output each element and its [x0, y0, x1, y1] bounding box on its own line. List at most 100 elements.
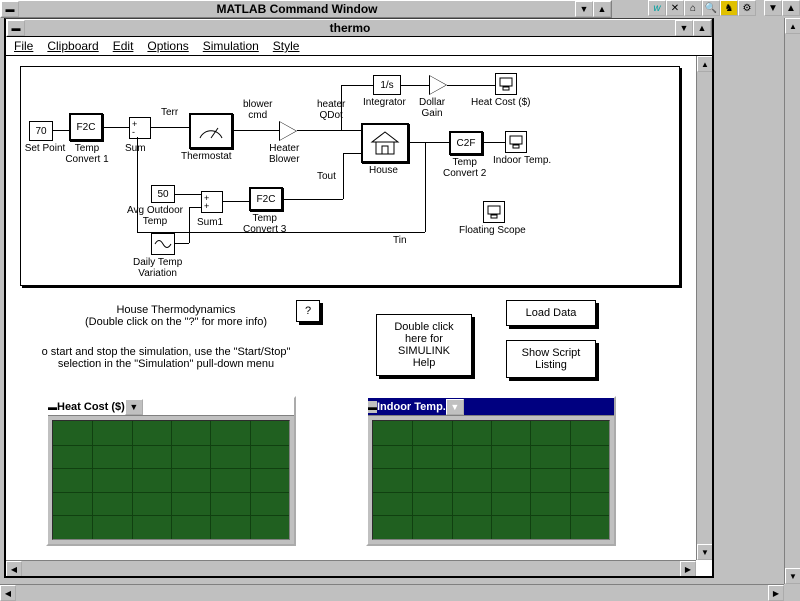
heat-cost-scope-plot — [52, 420, 290, 540]
scroll-down-icon[interactable]: ▼ — [785, 568, 800, 584]
scroll-up-icon[interactable]: ▲ — [785, 18, 800, 34]
scope-icon — [487, 205, 501, 219]
scroll-down-icon[interactable]: ▼ — [697, 544, 712, 560]
scroll-right-icon[interactable]: ▶ — [768, 585, 784, 601]
heat-cost-scope-title: Heat Cost ($) — [57, 401, 125, 413]
outer-scrollbar-vertical[interactable]: ▲ ▼ — [784, 18, 800, 584]
matlab-window-titlebar: MATLAB Command Window ▼ ▲ — [0, 0, 612, 18]
house-thermo-text: House Thermodynamics (Double click on th… — [46, 304, 306, 328]
menu-style[interactable]: Style — [273, 39, 300, 53]
sum1-block[interactable]: ++ — [201, 191, 223, 213]
thermo-maximize-button[interactable]: ▲ — [693, 20, 711, 36]
tout-label: Tout — [317, 171, 336, 182]
daily-temp-label: Daily Temp Variation — [133, 257, 182, 279]
heat-cost-sysmenu-icon[interactable] — [48, 401, 57, 413]
scroll-left-icon[interactable]: ◀ — [6, 561, 22, 576]
heat-cost-scope-titlebar: Heat Cost ($) ▼ — [48, 398, 294, 416]
scroll-left-icon[interactable]: ◀ — [0, 585, 16, 601]
floating-scope-label: Floating Scope — [459, 225, 526, 236]
terr-label: Terr — [161, 107, 178, 118]
indoor-temp-sysmenu-icon[interactable] — [368, 401, 377, 413]
house-label: House — [369, 165, 398, 176]
temp-convert-2-label: Temp Convert 2 — [443, 157, 486, 179]
desktop-min-button[interactable]: ▼ — [764, 0, 782, 16]
heater-blower-block[interactable] — [279, 121, 297, 141]
house-icon — [370, 130, 400, 156]
tool-icon-4[interactable]: 🔍 — [702, 0, 720, 16]
heat-cost-minimize-button[interactable]: ▼ — [125, 399, 143, 415]
menubar: File Clipboard Edit Options Simulation S… — [6, 37, 712, 56]
diagram-subsystem-frame: 70 Set Point F2C Temp Convert 1 +- Sum T… — [20, 66, 680, 286]
scroll-up-icon[interactable]: ▲ — [697, 56, 712, 72]
help-button[interactable]: ? — [296, 300, 320, 322]
thermo-minimize-button[interactable]: ▼ — [675, 20, 693, 36]
canvas-scrollbar-vertical[interactable]: ▲ ▼ — [696, 56, 712, 560]
indoor-temp-label: Indoor Temp. — [493, 155, 551, 166]
house-block[interactable] — [361, 123, 409, 163]
dollar-gain-block[interactable] — [429, 75, 447, 95]
indoor-temp-scope-plot — [372, 420, 610, 540]
maximize-button[interactable]: ▲ — [593, 1, 611, 17]
menu-edit[interactable]: Edit — [113, 39, 134, 53]
start-stop-text: o start and stop the simulation, use the… — [6, 346, 326, 370]
sum-label: Sum — [125, 143, 146, 154]
setpoint-block[interactable]: 70 — [29, 121, 53, 141]
indoor-temp-scope-titlebar: Indoor Temp. ▼ — [368, 398, 614, 416]
tool-icon-1[interactable]: w — [648, 0, 666, 16]
scope-icon — [499, 77, 513, 91]
thermo-title: thermo — [25, 21, 675, 35]
heat-cost-scope-window[interactable]: Heat Cost ($) ▼ — [46, 396, 296, 546]
indoor-temp-scope-window[interactable]: Indoor Temp. ▼ — [366, 396, 616, 546]
thermo-model-window: thermo ▼ ▲ File Clipboard Edit Options S… — [4, 18, 714, 578]
temp-convert-3-block[interactable]: F2C — [249, 187, 283, 211]
gauge-icon — [196, 120, 226, 142]
sine-icon — [154, 237, 172, 251]
thermostat-block[interactable] — [189, 113, 233, 149]
setpoint-label: Set Point — [21, 143, 69, 154]
thermo-sysmenu-icon[interactable] — [7, 20, 25, 36]
minimize-button[interactable]: ▼ — [575, 1, 593, 17]
heat-cost-label: Heat Cost ($) — [471, 97, 530, 108]
sum1-label: Sum1 — [197, 217, 223, 228]
scroll-right-icon[interactable]: ▶ — [680, 561, 696, 576]
avg-outdoor-block[interactable]: 50 — [151, 185, 175, 203]
simulink-help-button[interactable]: Double click here for SIMULINK Help — [376, 314, 472, 376]
scope-icon — [509, 135, 523, 149]
indoor-temp-minimize-button[interactable]: ▼ — [446, 399, 464, 415]
menu-file[interactable]: File — [14, 39, 33, 53]
indoor-temp-scope-title: Indoor Temp. — [377, 401, 446, 413]
outer-scrollbar-horizontal[interactable]: ◀ ▶ — [0, 584, 784, 600]
integrator-label: Integrator — [363, 97, 406, 108]
desktop-max-button[interactable]: ▲ — [782, 0, 800, 16]
indoor-temp-scope-block[interactable] — [505, 131, 527, 153]
canvas-scrollbar-horizontal[interactable]: ◀ ▶ — [6, 560, 696, 576]
menu-simulation[interactable]: Simulation — [203, 39, 259, 53]
thermo-titlebar: thermo ▼ ▲ — [6, 19, 712, 37]
tin-label: Tin — [393, 235, 407, 246]
avg-outdoor-label: Avg Outdoor Temp — [127, 205, 183, 227]
desktop-toolbar: w ✕ ⌂ 🔍 ♞ ⚙ ▼ ▲ — [648, 0, 800, 16]
tool-icon-5[interactable]: ♞ — [720, 0, 738, 16]
daily-temp-block[interactable] — [151, 233, 175, 255]
matlab-window-title: MATLAB Command Window — [19, 2, 575, 16]
integrator-block[interactable]: 1/s — [373, 75, 401, 95]
temp-convert-2-block[interactable]: C2F — [449, 131, 483, 155]
tool-icon-6[interactable]: ⚙ — [738, 0, 756, 16]
tool-icon-2[interactable]: ✕ — [666, 0, 684, 16]
temp-convert-1-label: Temp Convert 1 — [63, 143, 111, 165]
dollar-gain-label: Dollar Gain — [419, 97, 445, 119]
menu-options[interactable]: Options — [147, 39, 188, 53]
heater-blower-label: Heater Blower — [269, 143, 300, 165]
sum-block[interactable]: +- — [129, 117, 151, 139]
temp-convert-1-block[interactable]: F2C — [69, 113, 103, 141]
model-canvas[interactable]: 70 Set Point F2C Temp Convert 1 +- Sum T… — [6, 56, 712, 576]
load-data-button[interactable]: Load Data — [506, 300, 596, 326]
blower-cmd-label: blower cmd — [243, 99, 272, 121]
heat-cost-scope-block[interactable] — [495, 73, 517, 95]
menu-clipboard[interactable]: Clipboard — [47, 39, 98, 53]
thermostat-label: Thermostat — [181, 151, 232, 162]
tool-icon-3[interactable]: ⌂ — [684, 0, 702, 16]
floating-scope-block[interactable] — [483, 201, 505, 223]
show-script-button[interactable]: Show Script Listing — [506, 340, 596, 378]
sysmenu-icon[interactable] — [1, 1, 19, 17]
